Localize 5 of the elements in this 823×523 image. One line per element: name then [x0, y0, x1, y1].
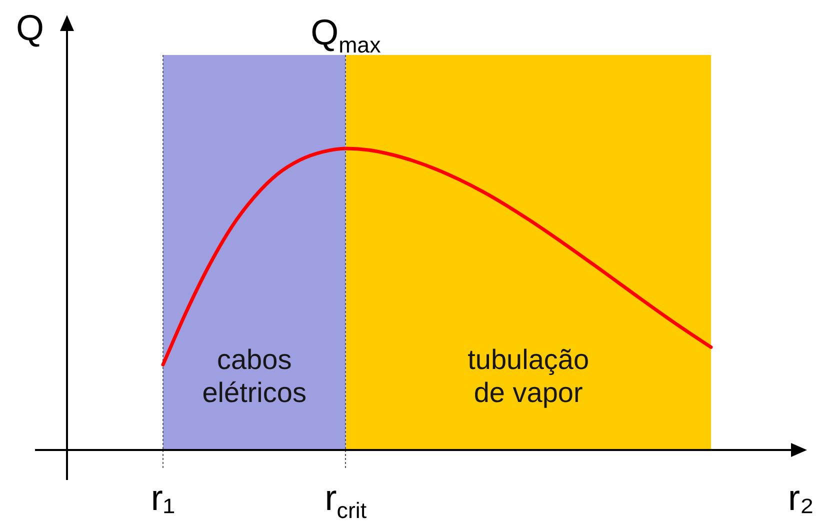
x-axis-title: r₂	[788, 477, 814, 518]
y-axis-title: Q	[16, 7, 44, 48]
x-tick-label: r₁	[150, 477, 176, 518]
annotation: tubulação de vapor	[468, 344, 590, 408]
band-label: cabos elétricos	[202, 344, 306, 408]
